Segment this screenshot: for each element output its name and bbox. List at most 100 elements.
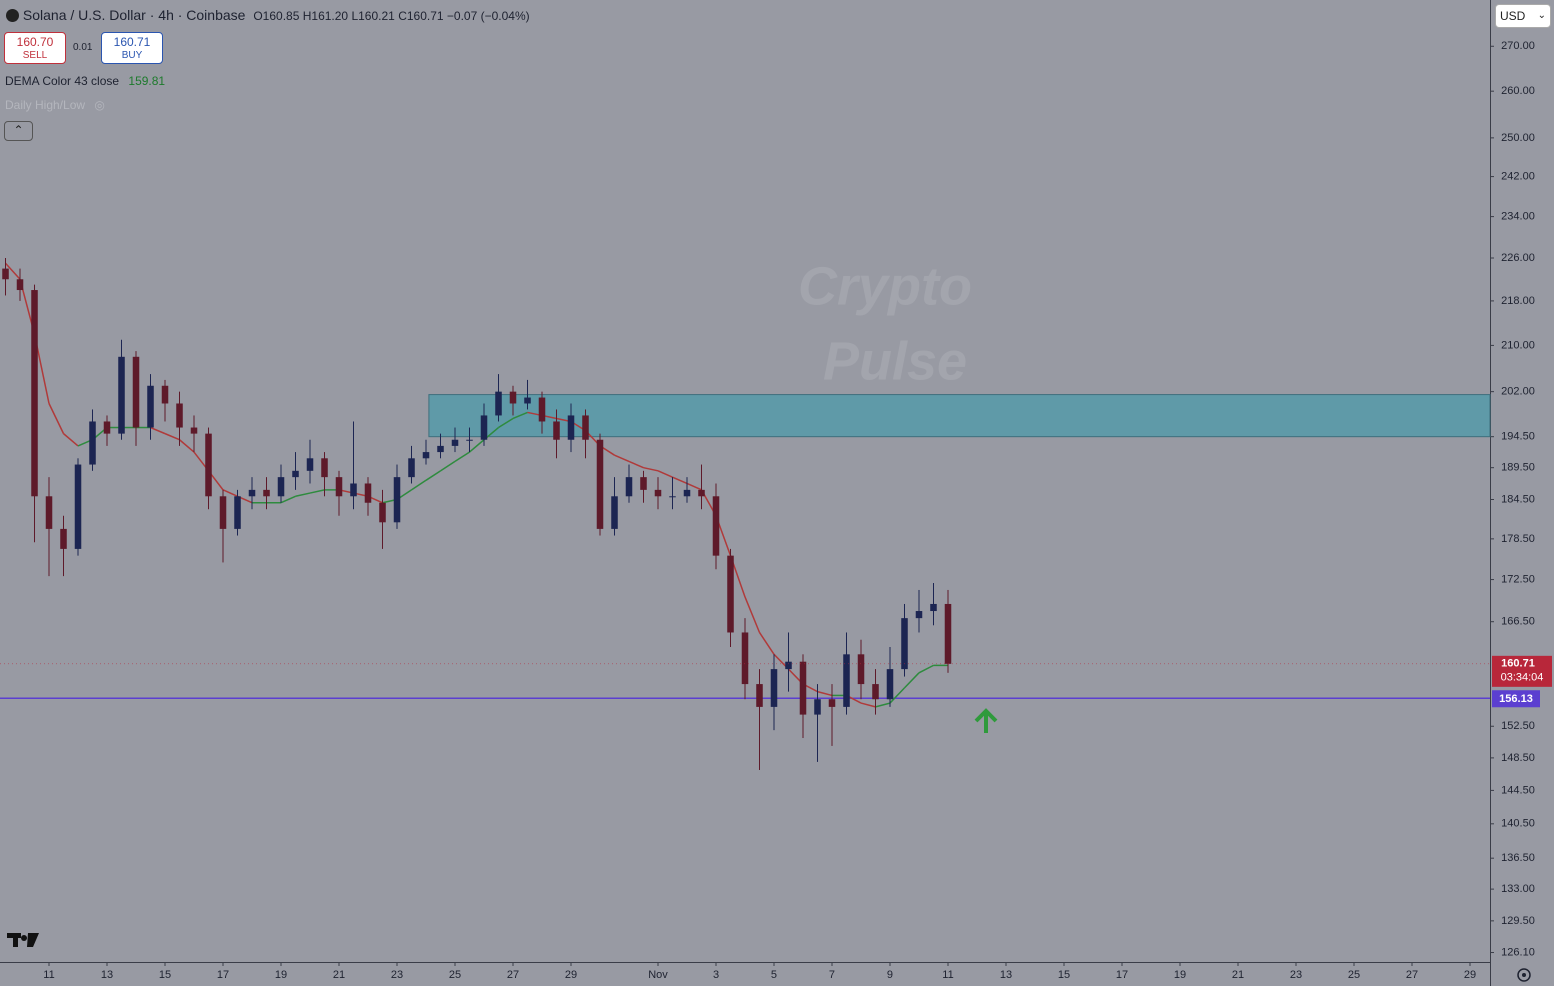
watermark: Crypto	[798, 256, 972, 316]
candle-body	[509, 391, 517, 404]
candle-body	[248, 489, 256, 497]
candle-body	[60, 528, 67, 549]
indicator-segment	[512, 411, 528, 420]
indicator-segment	[657, 470, 673, 478]
indicator-segment	[918, 664, 934, 674]
y-tick-label: 136.50	[1501, 852, 1535, 864]
candle-body	[495, 391, 502, 416]
candle-body	[292, 470, 299, 478]
buy-button[interactable]: 160.71 BUY	[101, 32, 163, 64]
x-tick-label: 23	[1290, 969, 1302, 981]
candle-body	[698, 489, 705, 497]
candle-body	[640, 477, 647, 490]
indicator-segment	[860, 702, 876, 708]
candle-body	[712, 496, 720, 556]
candle-body	[321, 458, 328, 478]
arrow-icon	[974, 708, 998, 733]
ohlc: O160.85 H161.20 L160.21 C160.71 −0.07 (−…	[253, 9, 529, 23]
x-tick-label: 29	[565, 969, 577, 981]
zone	[428, 394, 1491, 438]
candle-body	[31, 290, 38, 497]
sell-price: 160.70	[16, 35, 54, 49]
x-tick-label: 7	[829, 969, 835, 981]
candle-body	[683, 489, 691, 497]
x-tick-label: 27	[1406, 969, 1418, 981]
y-tick-label: 140.50	[1501, 818, 1535, 830]
candle-body	[74, 464, 82, 549]
candle-body	[422, 452, 430, 459]
y-tick-label: 144.50	[1501, 784, 1535, 796]
indicator-segment	[614, 454, 630, 463]
x-tick-label: 27	[507, 969, 519, 981]
x-tick-label: 19	[275, 969, 287, 981]
y-tick-label: 210.00	[1501, 339, 1535, 351]
candle-body	[553, 421, 560, 440]
y-tick-label: 126.10	[1501, 946, 1535, 958]
y-tick-label: 189.50	[1501, 462, 1535, 474]
x-tick-label: 23	[391, 969, 403, 981]
candle-body	[263, 489, 270, 497]
sell-button[interactable]: 160.70 SELL	[4, 32, 66, 64]
symbol-icon	[6, 9, 19, 22]
y-tick-label: 202.00	[1501, 386, 1535, 398]
candle-body	[611, 496, 618, 529]
y-tick-label: 270.00	[1501, 40, 1535, 52]
candle-body	[538, 397, 546, 422]
y-tick-label: 234.00	[1501, 211, 1535, 223]
indicator-segment	[454, 451, 470, 463]
y-tick-label: 260.00	[1501, 85, 1535, 97]
candle-body	[350, 483, 357, 497]
settings-icon[interactable]	[1517, 968, 1531, 982]
y-tick-label: 178.50	[1501, 533, 1535, 545]
candle-body	[828, 699, 836, 707]
candle-body	[364, 483, 372, 503]
x-tick-label: 5	[771, 969, 777, 981]
y-tick-label: 172.50	[1501, 573, 1535, 585]
ohlc-value: C160.71	[398, 9, 444, 23]
y-tick-label: 242.00	[1501, 170, 1535, 182]
candle-body	[669, 496, 676, 498]
candle-body	[451, 439, 459, 446]
candle-body	[437, 445, 444, 453]
indicator-segment	[903, 672, 920, 689]
currency-select[interactable]: USD ⌄	[1495, 4, 1551, 28]
candle-body	[843, 654, 850, 707]
indicator-segment	[686, 482, 702, 491]
candle-body	[89, 421, 96, 465]
x-tick-label: 15	[1058, 969, 1070, 981]
indicator-segment	[817, 690, 833, 697]
indicator-segment	[4, 262, 21, 280]
indicator-segment	[469, 439, 485, 453]
indicator-segment	[628, 460, 644, 469]
candle-body	[132, 356, 140, 428]
currency: USD	[1500, 9, 1526, 23]
candle-body	[16, 279, 24, 291]
indicator-segment	[889, 687, 906, 704]
hidden-icon[interactable]: ◎	[94, 98, 105, 112]
indicator-segment	[280, 495, 296, 504]
candle-body	[872, 684, 879, 700]
x-tick-label: 3	[713, 969, 719, 981]
x-tick-label: 25	[449, 969, 461, 981]
collapse-button[interactable]: ⌃	[4, 121, 33, 141]
y-tick-label: 194.50	[1501, 431, 1535, 443]
countdown: 03:34:04	[1501, 672, 1544, 684]
candle-body	[901, 618, 908, 670]
indicator-segment	[498, 417, 514, 429]
spread: 0.01	[73, 42, 93, 53]
indicator-segment	[875, 702, 891, 708]
candle-body	[799, 661, 807, 715]
candle-body	[582, 415, 589, 440]
indicator-segment	[744, 596, 761, 633]
x-tick-label: 21	[333, 969, 345, 981]
candle-body	[190, 427, 198, 434]
candle-body	[930, 603, 937, 612]
x-tick-label: 17	[217, 969, 229, 981]
candle-body	[306, 458, 314, 471]
indicator-value: 159.81	[128, 74, 166, 88]
candle-body	[770, 669, 778, 707]
x-tick-label: 9	[887, 969, 893, 981]
candle-body	[944, 603, 952, 664]
indicator-segment	[425, 470, 441, 481]
